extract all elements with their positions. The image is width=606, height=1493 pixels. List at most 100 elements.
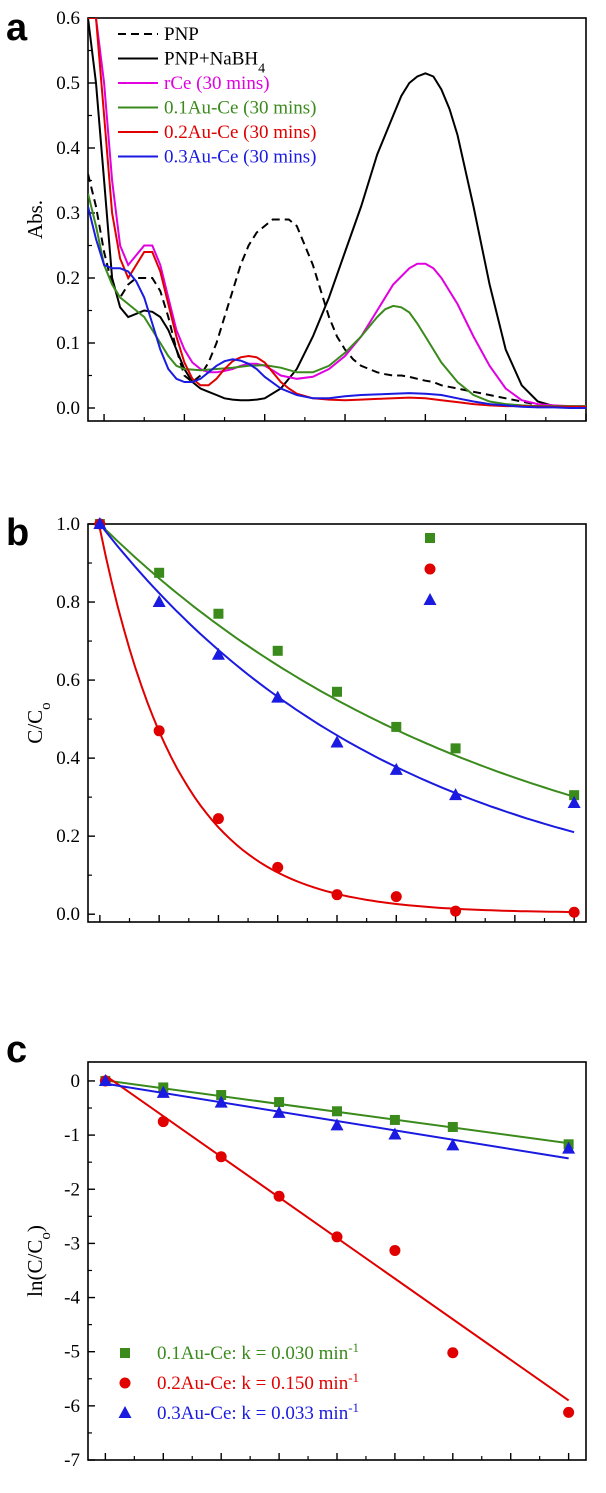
panel-c-ln-kinetics: 0-1-2-3-4-5-6-7ln(C/Co)0.1Au-Ce: k = 0.0…: [23, 1061, 587, 1471]
panel-letter-a: a: [6, 7, 28, 49]
data-point: [215, 1151, 227, 1163]
legend-marker-2: [119, 1377, 131, 1389]
legend-label-3: 0.3Au-Ce: k = 0.033 min-1: [157, 1400, 359, 1425]
data-point: [569, 790, 580, 801]
legend-label-6: 0.3Au-Ce (30 mins): [164, 147, 317, 168]
data-point: [568, 906, 580, 918]
data-point: [330, 735, 344, 748]
plot-frame: [87, 523, 587, 923]
data-point: [389, 762, 403, 775]
y-tick-label: 0.4: [56, 138, 80, 159]
series-line-5: [88, 18, 586, 408]
data-point: [272, 645, 283, 656]
series-line-2: [88, 18, 586, 409]
y-axis-title-main: Abs.: [23, 200, 47, 239]
y-tick-label: 1.0: [56, 514, 80, 535]
y-axis-title-main: ln(C/C: [23, 1240, 47, 1297]
legend-label-1: 0.1Au-Ce: k = 0.030 min-1: [157, 1340, 359, 1365]
legend-marker-3: [423, 593, 437, 605]
data-point: [214, 1095, 228, 1108]
data-point: [389, 1114, 400, 1125]
legend-label-text: 0.2Au-Ce (30 mins): [164, 122, 317, 143]
data-point: [157, 1116, 169, 1128]
legend-rate-unit-sup: -1: [348, 1370, 359, 1385]
data-point: [272, 1105, 286, 1118]
data-point: [446, 1138, 460, 1151]
data-point: [332, 1106, 342, 1117]
data-point: [332, 686, 342, 697]
legend-rate: : k = 0.030 min: [231, 1343, 348, 1364]
legend-sample: 0.2Au-Ce: [157, 1373, 231, 1394]
legend-label-text: 0.3Au-Ce (30 mins): [164, 147, 317, 168]
legend-marker-3: [118, 1406, 132, 1418]
y-tick-label: 0.8: [56, 592, 80, 613]
data-point: [391, 721, 402, 732]
data-point: [449, 788, 463, 801]
legend-rate: : k = 0.150 min: [231, 1373, 348, 1394]
y-tick-label: 0.5: [56, 73, 80, 94]
legend-rate: : k = 0.033 min: [231, 1403, 348, 1424]
legend-label-text: 0.1Au-Ce (30 mins): [164, 98, 317, 119]
data-point: [216, 1090, 227, 1101]
legend-label-3: rCe (30 mins): [164, 73, 270, 94]
y-tick-label: 0.1: [56, 333, 80, 354]
legend-label-text: PNP: [164, 24, 199, 45]
legend-label-1: PNP: [164, 24, 199, 45]
data-point: [271, 690, 285, 703]
legend-marker-2: [424, 563, 436, 575]
data-point: [450, 743, 461, 754]
series-line-1: [88, 173, 586, 409]
data-point: [152, 595, 166, 608]
data-point: [331, 1231, 343, 1243]
y-tick-label: 0.3: [56, 203, 80, 224]
data-point: [213, 608, 224, 619]
legend-label-5: 0.2Au-Ce (30 mins): [164, 122, 317, 143]
data-point: [272, 861, 284, 873]
data-point: [447, 1347, 459, 1359]
fit-curve-1: [99, 523, 575, 798]
data-point: [273, 1190, 285, 1202]
y-tick-label: 0.2: [56, 826, 80, 847]
data-point: [389, 1244, 401, 1256]
y-axis-title: ln(C/Co): [23, 1225, 54, 1297]
data-point: [330, 1118, 344, 1131]
y-tick-label: 0.2: [56, 268, 80, 289]
legend-marker-1: [425, 533, 435, 543]
data-point: [93, 517, 107, 529]
legend-rate-unit-sup: -1: [348, 1340, 359, 1355]
legend-label-sub: 4: [258, 61, 265, 76]
data-point: [390, 891, 402, 903]
legend-marker-1: [120, 1348, 130, 1358]
y-axis-title-main: C/C: [23, 710, 47, 744]
legend-rate-unit-sup: -1: [348, 1400, 359, 1415]
legend-label-4: 0.1Au-Ce (30 mins): [164, 98, 317, 119]
plot-frame: [87, 17, 587, 422]
y-tick-label: 0.4: [56, 748, 80, 769]
y-tick-label: 0.6: [56, 8, 80, 29]
data-point: [388, 1127, 402, 1140]
data-point: [447, 1121, 458, 1132]
y-tick-label: -1: [64, 1125, 80, 1146]
y-axis-title-sub: o: [38, 1232, 54, 1240]
data-point: [567, 795, 581, 808]
y-tick-label: -2: [64, 1179, 80, 1200]
data-point: [211, 647, 225, 660]
legend-label-2: 0.2Au-Ce: k = 0.150 min-1: [157, 1370, 359, 1395]
y-tick-label: -4: [64, 1288, 80, 1309]
legend-sample: 0.3Au-Ce: [157, 1403, 231, 1424]
data-point: [274, 1097, 285, 1108]
fit-curve-2: [98, 528, 575, 914]
y-tick-label: -5: [64, 1342, 80, 1363]
data-point: [153, 725, 165, 737]
y-tick-label: 0.6: [56, 670, 80, 691]
y-axis-title: C/Co: [23, 702, 54, 743]
y-tick-label: 0: [71, 1071, 81, 1092]
data-point: [156, 1085, 170, 1098]
fit-curve-3: [99, 523, 575, 834]
data-point: [563, 1406, 575, 1418]
data-point: [154, 567, 165, 578]
y-tick-label: 0.0: [56, 904, 80, 925]
panel-a-uv-vis-spectra: 0.0 0.1 0.2 0.3 0.4 0.5 0.6 Abs. PNP PNP+NaBH4rCe…: [23, 8, 587, 422]
y-tick-label: -7: [64, 1450, 80, 1471]
